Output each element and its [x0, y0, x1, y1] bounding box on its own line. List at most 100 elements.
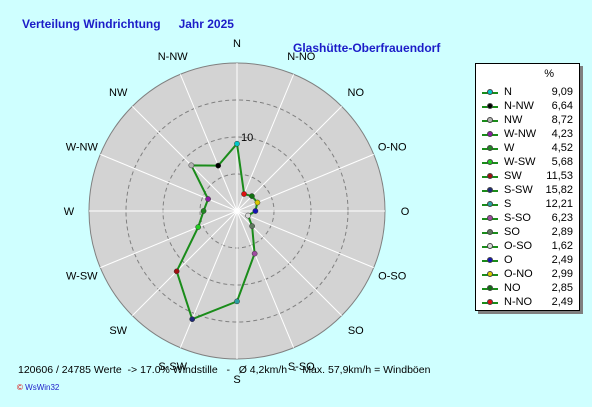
data-point-nw [188, 162, 195, 169]
legend-item-n: N 9,09 [476, 86, 579, 100]
ring-label-10: 10 [241, 132, 253, 144]
legend-value: 6,64 [551, 100, 573, 112]
legend-direction: N [504, 86, 512, 98]
legend-marker [487, 159, 493, 165]
data-point-s-so [251, 250, 258, 257]
data-point-o [252, 208, 259, 214]
legend-direction: SO [504, 226, 520, 238]
legend-marker [487, 215, 493, 221]
chart-title: Verteilung Windrichtung Jahr 2025 [22, 17, 234, 31]
legend-item-n-no: N-NO 2,49 [476, 296, 579, 310]
data-point-o-so [245, 212, 251, 219]
rose-spoke-n-nw [179, 74, 238, 212]
rose-spoke-w-nw [100, 153, 238, 212]
legend-marker [487, 201, 493, 207]
axis-label-o-no: O-NO [378, 142, 407, 154]
legend-item-s-so: S-SO 6,23 [476, 212, 579, 226]
legend-item-o: O 2,49 [476, 254, 579, 268]
year-label: Jahr 2025 [178, 17, 234, 31]
axis-label-so: SO [348, 325, 364, 337]
axis-label-s: S [233, 374, 240, 386]
legend-item-nw: NW 8,72 [476, 114, 579, 128]
legend-marker [487, 89, 493, 95]
legend-value: 2,89 [551, 226, 573, 238]
rose-spoke-no [236, 105, 343, 212]
legend-item-s: S 12,21 [476, 198, 579, 212]
legend-value: 1,62 [551, 240, 573, 252]
legend-marker [487, 187, 493, 193]
legend-marker [487, 117, 493, 123]
rose-spoke-so [236, 210, 343, 317]
legend-marker [487, 145, 493, 151]
legend-value: 5,68 [551, 156, 573, 168]
rose-spoke-o-so [236, 210, 374, 269]
legend-direction: S-SO [504, 212, 531, 224]
legend-direction: N-NW [504, 100, 534, 112]
legend-marker [487, 271, 493, 277]
legend-marker [487, 173, 493, 179]
legend-direction: W [504, 142, 515, 154]
legend-direction: O [504, 254, 513, 266]
data-point-n-nw [215, 162, 222, 169]
legend-value: 6,23 [551, 212, 573, 224]
axis-label-n-no: N-NO [287, 51, 316, 63]
legend-marker [487, 243, 493, 249]
legend-direction: W-NW [504, 128, 537, 140]
legend-value: 8,72 [551, 114, 573, 126]
axis-label-w: W [64, 206, 75, 218]
data-point-w [200, 208, 207, 214]
data-point-w-sw [195, 224, 202, 230]
legend-direction: S [504, 198, 512, 210]
data-point-o-no [254, 199, 261, 206]
legend-value: 4,23 [551, 128, 573, 140]
rose-spoke-sw [131, 210, 238, 317]
axis-label-o: O [401, 206, 410, 218]
legend-value: 2,99 [551, 268, 573, 280]
rose-spoke-n-no [236, 74, 295, 212]
data-point-s-sw [189, 316, 196, 323]
legend-item-o-so: O-SO 1,62 [476, 240, 579, 254]
legend-value: 2,49 [551, 296, 573, 308]
legend-direction: SW [504, 170, 522, 182]
legend-marker [487, 103, 493, 109]
legend-direction: N-NO [504, 296, 533, 308]
footer-stats: 120606 / 24785 Werte -> 17.0% Windstille… [18, 364, 431, 376]
legend-unit: % [544, 68, 554, 80]
axis-label-sw: SW [109, 325, 127, 337]
legend-item-sw: SW 11,53 [476, 170, 579, 184]
axis-label-w-sw: W-SW [66, 270, 98, 282]
data-point-so [249, 223, 255, 229]
legend-value: 2,49 [551, 254, 573, 266]
rose-spoke-nw [131, 105, 238, 212]
software-credit: © WsWin32 [17, 383, 59, 392]
rose-spoke-s-so [236, 210, 295, 348]
legend-marker [487, 131, 493, 137]
legend-item-s-sw: S-SW 15,82 [476, 184, 579, 198]
legend-value: 2,85 [551, 282, 573, 294]
axis-label-n-nw: N-NW [158, 51, 189, 63]
legend: % N 9,09 N-NW 6,64 NW 8,72 W-NW 4,23 W 4,52 W-SW 5,… [475, 63, 580, 311]
axis-label-no: NO [348, 87, 365, 99]
data-point-no [249, 193, 255, 199]
axis-label-nw: NW [109, 87, 128, 99]
legend-item-w-nw: W-NW 4,23 [476, 128, 579, 142]
legend-direction: S-SW [504, 184, 533, 196]
legend-item-no: NO 2,85 [476, 282, 579, 296]
legend-value: 9,09 [551, 86, 573, 98]
data-point-n [234, 140, 240, 147]
legend-item-w-sw: W-SW 5,68 [476, 156, 579, 170]
legend-item-n-nw: N-NW 6,64 [476, 100, 579, 114]
legend-direction: NO [504, 282, 521, 294]
axis-label-n: N [233, 38, 241, 50]
legend-value: 15,82 [545, 184, 573, 196]
legend-item-w: W 4,52 [476, 142, 579, 156]
data-point-w-nw [205, 196, 211, 202]
data-point-sw [173, 268, 180, 275]
legend-marker [487, 257, 493, 263]
rose-spoke-w-sw [100, 210, 238, 269]
axis-label-o-so: O-SO [378, 270, 407, 282]
data-point-s [234, 298, 240, 305]
axis-label-s-so: S-SO [288, 361, 315, 373]
axis-label-s-sw: S-SW [158, 361, 187, 373]
